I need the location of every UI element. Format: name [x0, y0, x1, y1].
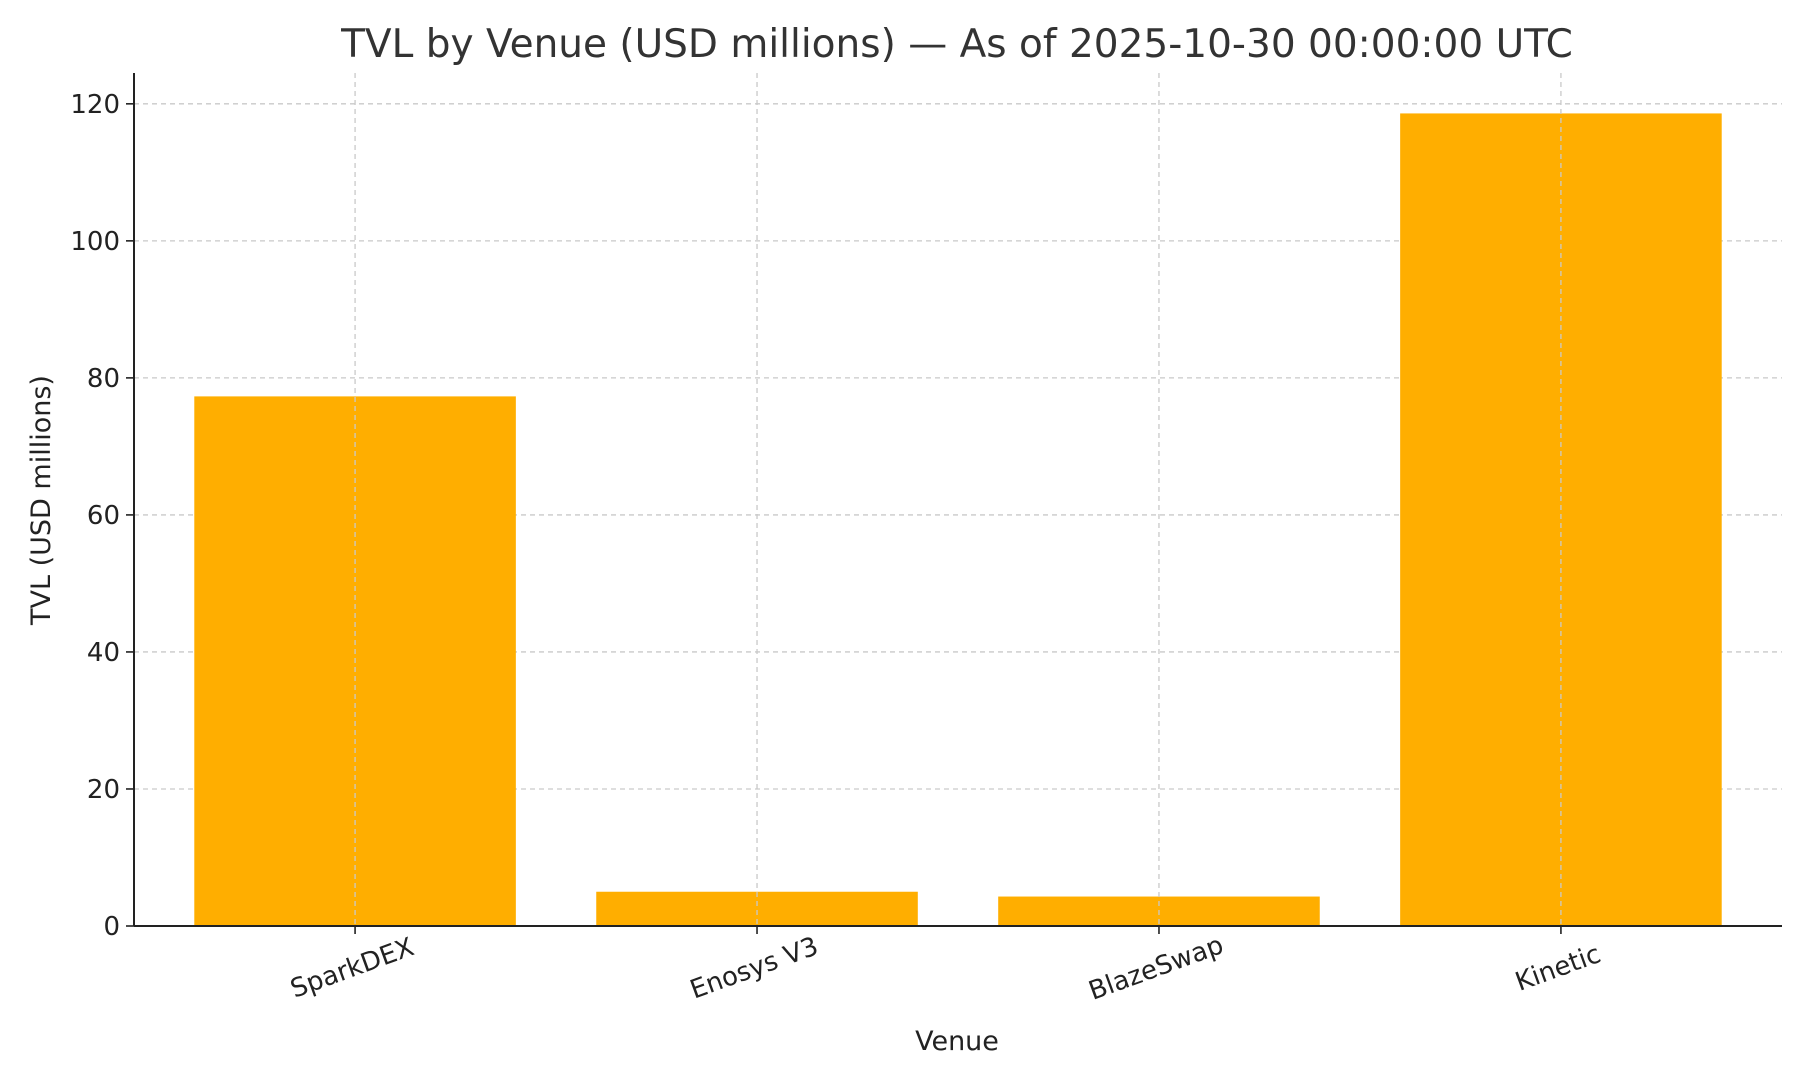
chart-title: TVL by Venue (USD millions) — As of 2025…: [340, 22, 1573, 67]
x-tick-labels: SparkDEX Enosys V3 BlazeSwap Kinetic: [287, 930, 1605, 1006]
x-axis-label: Venue: [915, 1026, 999, 1057]
y-tick-labels: 0 20 40 60 80 100 120: [70, 90, 120, 942]
y-tick-label: 40: [87, 638, 120, 668]
x-tick-label: Kinetic: [1511, 939, 1604, 997]
x-tick-label: Enosys V3: [686, 931, 822, 1005]
y-axis-label: TVL (USD millions): [26, 375, 57, 626]
x-tick-label: SparkDEX: [287, 932, 418, 1004]
bars-layer: [194, 113, 1722, 927]
y-tick-label: 60: [87, 501, 120, 531]
vertical-grid-layer: [354, 73, 1562, 926]
y-tick-label: 0: [103, 912, 120, 942]
y-tick-label: 100: [70, 227, 120, 257]
y-tick-label: 120: [70, 90, 120, 120]
axes-layer: [126, 73, 1782, 934]
x-tick-label: BlazeSwap: [1085, 930, 1228, 1006]
y-tick-label: 20: [87, 775, 120, 805]
y-tick-label: 80: [87, 364, 120, 394]
